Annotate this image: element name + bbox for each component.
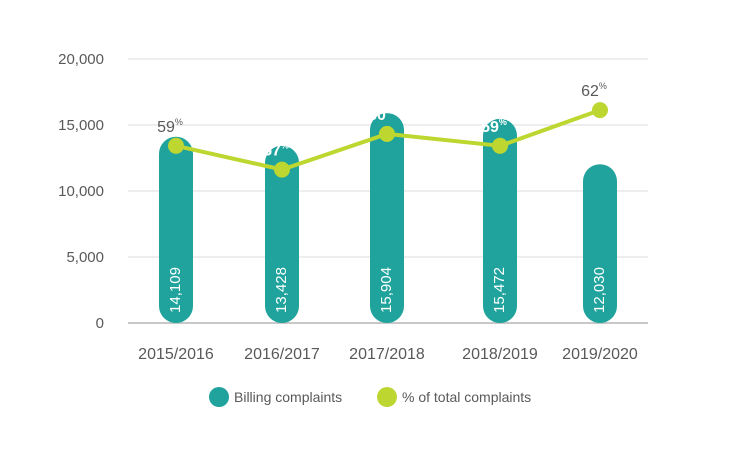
x-tick-label: 2017/2018 bbox=[349, 346, 425, 363]
x-tick-label: 2016/2017 bbox=[244, 346, 320, 363]
percent-label: 60% bbox=[368, 105, 394, 124]
percent-line: 59% 57% 60% 59% 62% bbox=[157, 81, 608, 178]
bar-value-label: 15,472 bbox=[491, 267, 508, 313]
legend: Billing complaints % of total complaints bbox=[209, 387, 531, 407]
bar bbox=[483, 118, 517, 324]
percent-marker bbox=[274, 161, 290, 178]
y-axis-ticks: 0 5,000 10,000 15,000 20,000 bbox=[58, 51, 104, 332]
legend-swatch bbox=[377, 387, 397, 407]
x-tick-label: 2019/2020 bbox=[562, 346, 638, 363]
bar bbox=[583, 164, 617, 323]
bar bbox=[159, 136, 193, 323]
bar-value-label: 13,428 bbox=[273, 267, 290, 313]
bar-value-label: 15,904 bbox=[378, 267, 395, 313]
percent-label: 62% bbox=[581, 81, 607, 100]
percent-marker bbox=[168, 137, 184, 154]
y-tick-label: 5,000 bbox=[66, 249, 104, 266]
percent-marker bbox=[492, 137, 508, 154]
percent-label: 59% bbox=[157, 117, 183, 136]
x-tick-label: 2015/2016 bbox=[138, 346, 214, 363]
bar bbox=[265, 145, 299, 323]
legend-label: Billing complaints bbox=[234, 389, 342, 405]
y-tick-label: 15,000 bbox=[58, 117, 104, 134]
percent-marker bbox=[379, 125, 395, 142]
bars: 14,109 13,428 15,904 15,472 12,030 bbox=[159, 113, 617, 324]
legend-label: % of total complaints bbox=[402, 389, 531, 405]
percent-label: 57% bbox=[263, 141, 289, 160]
x-tick-label: 2018/2019 bbox=[462, 346, 538, 363]
legend-swatch bbox=[209, 387, 229, 407]
y-tick-label: 0 bbox=[96, 315, 104, 332]
percent-marker bbox=[592, 102, 608, 119]
bar-value-label: 14,109 bbox=[167, 267, 184, 313]
x-axis-ticks: 2015/2016 2016/2017 2017/2018 2018/2019 2019… bbox=[138, 346, 638, 363]
y-tick-label: 10,000 bbox=[58, 183, 104, 200]
bar bbox=[370, 113, 404, 323]
percent-label: 59% bbox=[481, 117, 507, 136]
bar-value-label: 12,030 bbox=[591, 267, 608, 313]
y-tick-label: 20,000 bbox=[58, 51, 104, 68]
